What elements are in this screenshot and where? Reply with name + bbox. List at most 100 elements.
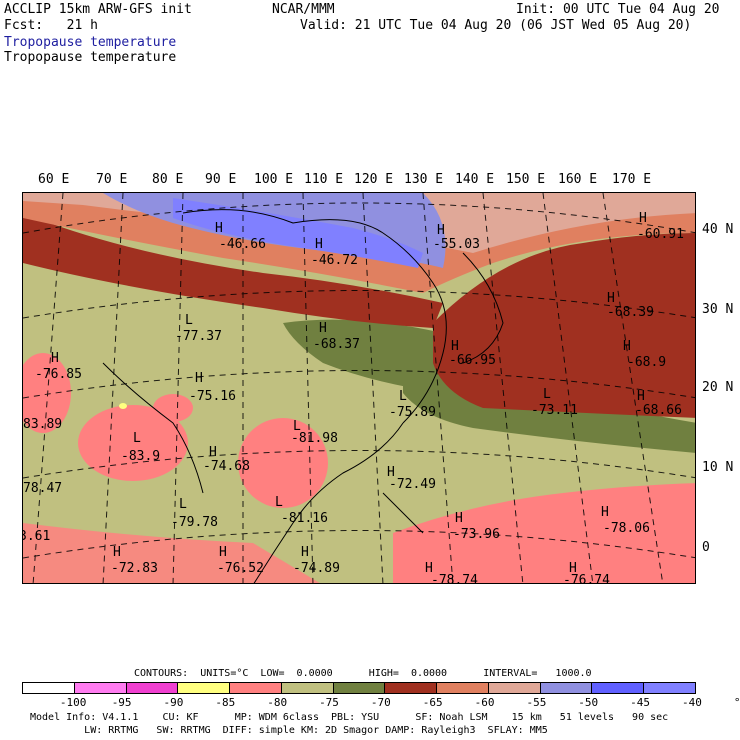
lon-label: 110 E — [304, 172, 344, 187]
lon-label: 70 E — [96, 172, 128, 187]
map-extremum-type: L — [133, 431, 141, 446]
map-extremum-type: H — [113, 545, 121, 560]
map-extremum-type: H — [195, 371, 203, 386]
colorbar-swatch — [592, 683, 645, 693]
map-extremum-type: H — [639, 211, 647, 226]
colorbar-tick-label: -65 — [422, 696, 443, 709]
field-name-shaded: Tropopause temperature — [4, 35, 177, 50]
colorbar-swatch — [385, 683, 438, 693]
map-extremum-type: H — [315, 237, 323, 252]
map-extremum-type: H — [637, 389, 645, 404]
map-extremum-value: -78.06 — [603, 521, 650, 536]
colorbar-tick-label: -95 — [111, 696, 132, 709]
lat-label: 20 N — [702, 380, 734, 395]
map-extremum-type: H — [607, 291, 615, 306]
colorbar-tick-label: -45 — [630, 696, 651, 709]
map-extremum-value: -68.39 — [607, 305, 654, 320]
map-extremum-type: H — [209, 445, 217, 460]
lon-label: 160 E — [558, 172, 598, 187]
map-extremum-value: -81.16 — [281, 511, 328, 526]
colorbar-swatch — [540, 683, 593, 693]
institution-label: NCAR/MMM — [272, 2, 335, 17]
lat-label: 0 — [702, 540, 710, 555]
map-extremum-value: -68.66 — [635, 403, 682, 418]
map-extremum-value: -72.49 — [389, 477, 436, 492]
map-extremum-type: H — [601, 505, 609, 520]
colorbar-swatch — [488, 683, 541, 693]
colorbar-tick-label: -55 — [526, 696, 547, 709]
map-extremum-type: L — [179, 497, 187, 512]
lon-label: 120 E — [354, 172, 394, 187]
map-extremum-value: 83.89 — [23, 417, 63, 432]
lat-label: 30 N — [702, 302, 734, 317]
map-extremum-type: H — [569, 561, 577, 576]
map-extremum-type: H — [437, 223, 445, 238]
map-extremum-value: -76.74 — [563, 573, 610, 584]
map-extremum-type: H — [451, 339, 459, 354]
map-extremum-value: -68.9 — [627, 355, 667, 370]
map-extremum-type: H — [623, 339, 631, 354]
map-extremum-type: L — [543, 387, 551, 402]
map-extremum-type: L — [185, 313, 193, 328]
map-extremum-value: -73.96 — [453, 527, 500, 542]
init-time: Init: 00 UTC Tue 04 Aug 20 — [516, 2, 720, 17]
colorbar — [22, 682, 696, 694]
map-canvas — [23, 193, 695, 583]
colorbar-tick-label: -40 — [682, 696, 702, 709]
model-info-line1: Model Info: V4.1.1 CU: KF MP: WDM 6class… — [30, 712, 669, 723]
colorbar-swatch — [126, 683, 179, 693]
map-extremum-value: 3.61 — [22, 529, 51, 544]
lon-label: 150 E — [506, 172, 546, 187]
map-extremum-value: -68.37 — [313, 337, 360, 352]
colorbar-swatch — [74, 683, 127, 693]
lon-label: 60 E — [38, 172, 70, 187]
lat-label: 10 N — [702, 460, 734, 475]
map-extremum-type: H — [319, 321, 327, 336]
map-extremum-value: -78.74 — [431, 573, 478, 584]
map-extremum-value: -55.03 — [433, 237, 480, 252]
map-extremum-value: -60.91 — [637, 227, 684, 242]
map-extremum-value: -46.72 — [311, 253, 358, 268]
map-extremum-value: -76.85 — [35, 367, 82, 382]
colorbar-swatch — [230, 683, 282, 693]
map-extremum-value: -74.89 — [293, 561, 340, 576]
map-extremum-value: -76.52 — [217, 561, 264, 576]
colorbar-swatch — [23, 683, 75, 693]
map-extremum-value: -75.89 — [389, 405, 436, 420]
contour-info: CONTOURS: UNITS=°C LOW= 0.0000 HIGH= 0.0… — [134, 668, 592, 679]
model-info-line2: LW: RRTMG SW: RRTMG DIFF: simple KM: 2D … — [30, 725, 548, 736]
map-extremum-type: L — [293, 419, 301, 434]
lon-label: 80 E — [152, 172, 184, 187]
colorbar-tick-label: -60 — [474, 696, 495, 709]
forecast-hour: Fcst: 21 h — [4, 18, 98, 33]
lon-label: 100 E — [254, 172, 294, 187]
colorbar-tick-label: -85 — [215, 696, 236, 709]
map-extremum-value: -46.66 — [219, 237, 266, 252]
lon-label: 90 E — [205, 172, 237, 187]
map-extremum-value: 78.47 — [23, 481, 63, 496]
map-extremum-value: -72.83 — [111, 561, 158, 576]
map-extremum-type: H — [51, 351, 59, 366]
colorbar-tick-label: -75 — [319, 696, 339, 709]
colorbar-tick-label: -100 — [59, 696, 87, 709]
map-extremum-type: H — [301, 545, 309, 560]
colorbar-tick-label: -70 — [370, 696, 391, 709]
map-extremum-type: H — [425, 561, 433, 576]
map-extremum-type: H — [387, 465, 395, 480]
map-extremum-type: H — [215, 221, 223, 236]
map-extremum-value: -81.98 — [291, 431, 338, 446]
field-name-contour: Tropopause temperature — [4, 50, 177, 65]
map-extremum-type: L — [275, 495, 283, 510]
lon-label: 170 E — [612, 172, 652, 187]
map-extremum-value: -74.68 — [203, 459, 250, 474]
map-extremum-value: -79.78 — [171, 515, 218, 530]
colorbar-tick-label: -50 — [578, 696, 599, 709]
tropopause-temperature-map: H -46.66 H -46.72 H -55.03 H -60.91 L -7… — [22, 192, 696, 584]
colorbar-tick-label: -90 — [163, 696, 184, 709]
colorbar-swatch — [644, 683, 695, 693]
map-extremum-value: -83.9 — [121, 449, 161, 464]
valid-time: Valid: 21 UTC Tue 04 Aug 20 (06 JST Wed … — [300, 18, 692, 33]
colorbar-swatch — [333, 683, 386, 693]
map-extremum-value: -75.16 — [189, 389, 236, 404]
map-extremum-type: H — [455, 511, 463, 526]
